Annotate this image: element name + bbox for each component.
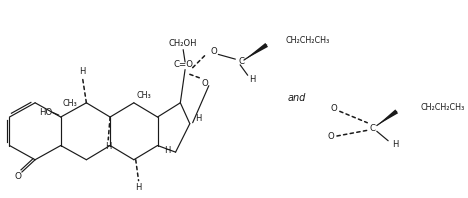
Polygon shape [377,109,398,126]
Text: O: O [15,172,22,181]
Text: CH₃: CH₃ [137,91,152,100]
Polygon shape [244,43,268,60]
Text: H: H [164,146,170,155]
Text: C=O: C=O [173,60,193,69]
Text: CH₂CH₂CH₃: CH₂CH₂CH₃ [285,36,330,45]
Text: H: H [105,142,111,151]
Text: CH₃: CH₃ [63,99,77,108]
Text: HO: HO [39,108,52,117]
Text: H: H [195,114,202,123]
Text: and: and [288,93,306,103]
Text: C: C [238,57,244,67]
Text: O: O [202,79,208,88]
Text: H: H [249,75,256,84]
Text: CH₂OH: CH₂OH [169,38,197,48]
Text: O: O [331,104,337,113]
Text: C: C [370,124,376,133]
Text: H: H [80,67,86,76]
Text: CH₂CH₂CH₃: CH₂CH₂CH₃ [420,103,465,112]
Text: H: H [135,183,142,192]
Text: O: O [328,132,335,141]
Text: H: H [392,140,398,149]
Text: O: O [210,47,217,56]
